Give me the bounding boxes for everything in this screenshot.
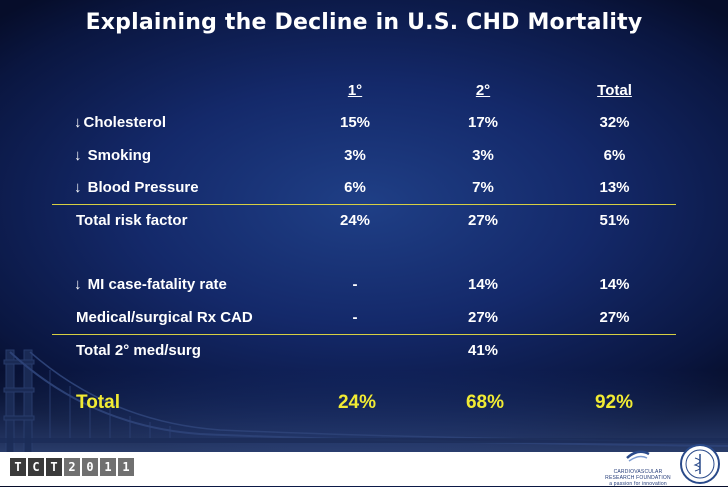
header-primary: 1° [347, 82, 363, 99]
cell-total-risk-total: 51% [599, 212, 630, 229]
bridge-illustration [0, 349, 728, 456]
down-arrow-icon: ↓ [74, 276, 82, 293]
row-label-total-risk-factor: Total risk factor [76, 212, 188, 229]
down-arrow-icon: ↓ [74, 114, 82, 131]
row-label-blood-pressure: ↓ Blood Pressure [74, 179, 199, 196]
row-label-cholesterol: ↓ Cholesterol [74, 114, 167, 131]
cell-smoking-secondary: 3% [472, 147, 494, 164]
grand-total-total: 92% [594, 392, 634, 413]
cell-medsurg-primary: - [352, 309, 358, 326]
divider-rule [52, 204, 676, 205]
logo-letter: 1 [100, 458, 116, 476]
crf-swoosh-icon [626, 450, 650, 462]
grand-total-secondary: 68% [465, 392, 505, 413]
cell-mi-secondary: 14% [467, 276, 499, 293]
divider-rule [52, 334, 676, 335]
cell-medsurg-total: 27% [599, 309, 630, 326]
down-arrow-icon: ↓ [74, 179, 82, 196]
cell-smoking-total: 6% [603, 147, 626, 164]
grand-total-primary: 24% [337, 392, 377, 413]
crf-tagline: a passion for innovation [609, 481, 667, 487]
slide-title: Explaining the Decline in U.S. CHD Morta… [85, 10, 643, 35]
logo-letter: 0 [82, 458, 98, 476]
grand-total-label: Total [76, 392, 120, 413]
header-secondary: 2° [475, 82, 491, 99]
logo-letter: 2 [64, 458, 80, 476]
cell-cholesterol-secondary: 17% [467, 114, 499, 131]
logo-letter: 1 [118, 458, 134, 476]
header-total: Total [597, 82, 632, 99]
logo-letter: C [28, 458, 44, 476]
cell-cholesterol-primary: 15% [339, 114, 371, 131]
row-label-smoking: ↓ Smoking [74, 147, 152, 164]
logo-letter: T [46, 458, 62, 476]
cell-total-risk-secondary: 27% [467, 212, 499, 229]
tct-2011-logo: T C T 2 0 1 1 [10, 458, 134, 476]
cell-mi-primary: - [352, 276, 358, 293]
crf-name: CARDIOVASCULAR RESEARCH FOUNDATION [605, 469, 671, 481]
cell-blood-pressure-secondary: 7% [472, 179, 494, 196]
logo-letter: T [10, 458, 26, 476]
cell-blood-pressure-primary: 6% [344, 179, 366, 196]
row-label-medical-surgical: Medical/surgical Rx CAD [76, 309, 253, 326]
down-arrow-icon: ↓ [74, 147, 82, 164]
cell-cholesterol-total: 32% [599, 114, 630, 131]
cell-medsurg-secondary: 27% [467, 309, 499, 326]
row-label-mi-case-fatality: ↓ MI case-fatality rate [74, 276, 227, 293]
cell-mi-total: 14% [599, 276, 630, 293]
caduceus-seal-icon [680, 444, 720, 484]
crf-logo: CARDIOVASCULAR RESEARCH FOUNDATION a pas… [603, 448, 673, 487]
cell-total-medsurg-secondary: 41% [467, 342, 499, 359]
cell-smoking-primary: 3% [344, 147, 366, 164]
cell-blood-pressure-total: 13% [599, 179, 630, 196]
row-label-total-med-surg: Total 2° med/surg [76, 342, 201, 359]
cell-total-risk-primary: 24% [339, 212, 371, 229]
